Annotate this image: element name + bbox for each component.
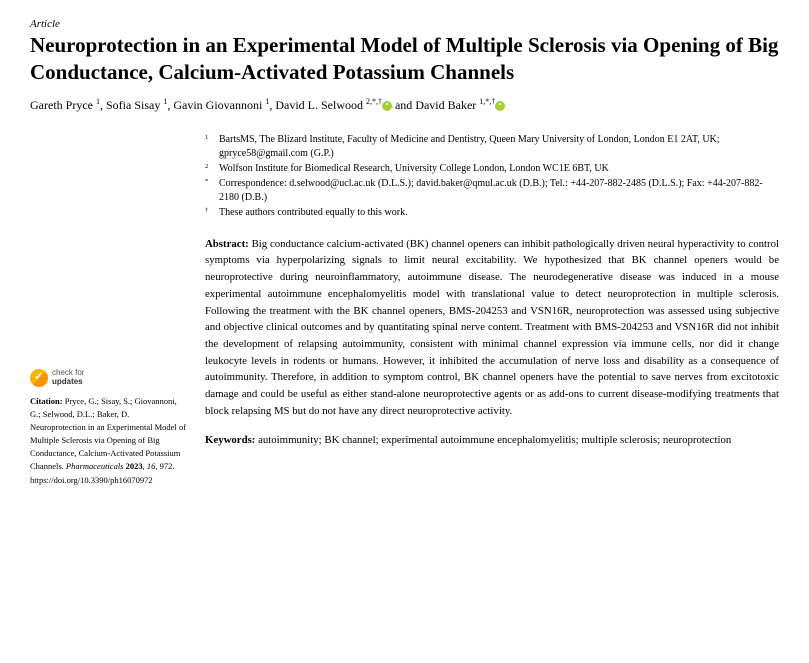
affiliations: 1 BartsMS, The Blizard Institute, Facult… bbox=[205, 133, 779, 220]
author: Sofia Sisay 1 bbox=[106, 98, 167, 112]
citation-block: Citation: Pryce, G.; Sisay, S.; Giovanno… bbox=[30, 395, 187, 487]
contrib-row: † These authors contributed equally to t… bbox=[205, 206, 779, 220]
keywords-text: autoimmunity; BK channel; experimental a… bbox=[258, 434, 731, 446]
orcid-icon[interactable] bbox=[382, 101, 392, 111]
content-columns: check for updates Citation: Pryce, G.; S… bbox=[30, 133, 779, 487]
affiliation-row: 1 BartsMS, The Blizard Institute, Facult… bbox=[205, 133, 779, 161]
article-title: Neuroprotection in an Experimental Model… bbox=[30, 32, 779, 87]
abstract-text: Big conductance calcium-activated (BK) c… bbox=[205, 238, 779, 417]
correspondence-row: * Correspondence: d.selwood@ucl.ac.uk (D… bbox=[205, 177, 779, 205]
author-list: Gareth Pryce 1, Sofia Sisay 1, Gavin Gio… bbox=[30, 97, 779, 113]
check-updates-badge[interactable]: check for updates bbox=[30, 369, 187, 387]
citation-label: Citation: bbox=[30, 396, 63, 406]
keywords-label: Keywords: bbox=[205, 434, 255, 446]
author: David Baker 1,*,† bbox=[415, 98, 505, 112]
citation-doi[interactable]: https://doi.org/10.3390/ph16070972 bbox=[30, 475, 153, 485]
abstract: Abstract: Big conductance calcium-activa… bbox=[205, 236, 779, 420]
author: Gareth Pryce 1 bbox=[30, 98, 100, 112]
author: Gavin Giovannoni 1 bbox=[173, 98, 269, 112]
citation-journal: Pharmaceuticals bbox=[66, 461, 124, 471]
affiliation-row: 2 Wolfson Institute for Biomedical Resea… bbox=[205, 162, 779, 176]
citation-yearvol: 2023, 16, 972. bbox=[126, 461, 175, 471]
author: David L. Selwood 2,*,† bbox=[275, 98, 392, 112]
article-type: Article bbox=[30, 18, 779, 30]
orcid-icon[interactable] bbox=[495, 101, 505, 111]
abstract-label: Abstract: bbox=[205, 238, 249, 250]
article-page: Article Neuroprotection in an Experiment… bbox=[0, 0, 809, 505]
keywords: Keywords: autoimmunity; BK channel; expe… bbox=[205, 432, 779, 448]
left-sidebar: check for updates Citation: Pryce, G.; S… bbox=[30, 133, 187, 487]
check-icon bbox=[30, 369, 48, 387]
right-content: 1 BartsMS, The Blizard Institute, Facult… bbox=[205, 133, 779, 487]
check-text: check for updates bbox=[52, 369, 84, 387]
